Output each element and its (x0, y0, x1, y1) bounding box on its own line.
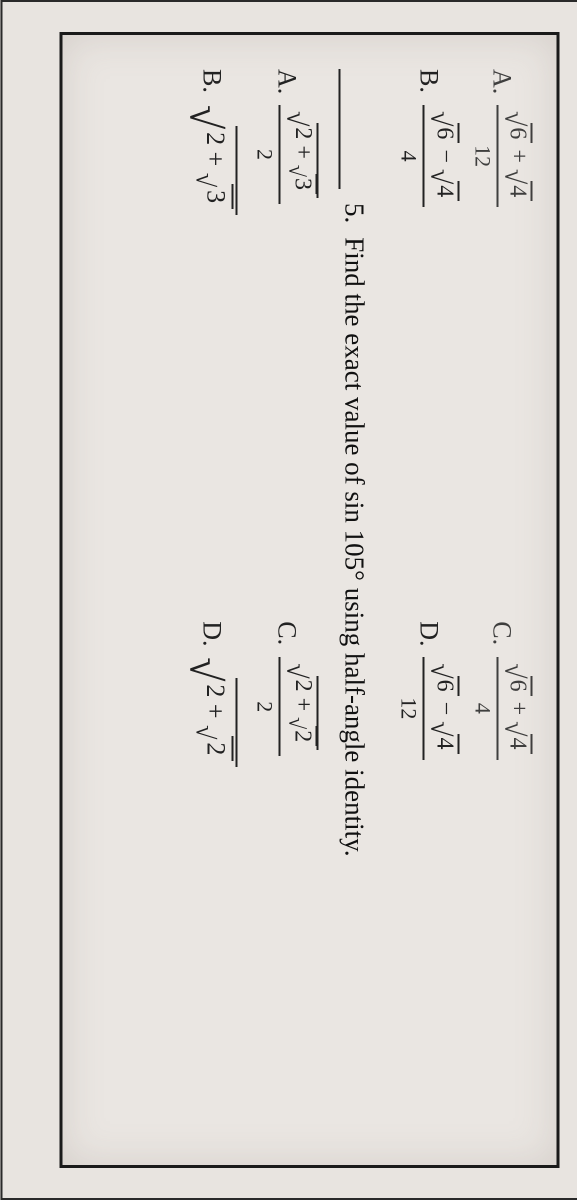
q4-option-b: B. √ 6 − √ 4 (397, 69, 458, 579)
worksheet-page: A. √ 6 + √ 4 (0, 0, 577, 1200)
inner-sqrt: √ 2 (192, 725, 233, 761)
inner-sqrt: √ 3 (286, 165, 316, 194)
fraction: √ 2 + √ 3 (253, 105, 318, 204)
q4-option-a: A. √ 6 + √ 4 (471, 69, 532, 579)
sqrt: √ 4 (501, 169, 532, 201)
sqrt: √ 2 + √ 2 (283, 663, 318, 750)
q5-option-d: D. √ 2 + √ 2 (184, 621, 237, 1131)
q5-prompt: 5. Find the exact value of sin 105° usin… (338, 69, 369, 1131)
inner-sqrt: √ 2 (286, 717, 316, 746)
answer-blank[interactable] (338, 69, 364, 189)
sqrt: √ 4 (427, 169, 458, 201)
option-label: D. (196, 621, 226, 649)
sqrt: √ 2 + √ 3 (184, 105, 237, 215)
q4-options-row1: A. √ 6 + √ 4 (465, 69, 538, 1131)
option-label: A. (486, 69, 516, 97)
q5-option-a: A. √ 2 + √ 3 (253, 69, 318, 579)
q5-option-b: B. √ 2 + √ 3 (184, 69, 237, 579)
q5-text: Find the exact value of sin 105° using h… (338, 237, 369, 856)
q5-number: 5. (338, 203, 369, 223)
option-label: C. (271, 621, 301, 649)
q4-option-c: C. √ 6 + √ 4 (471, 621, 532, 1131)
sqrt: √ 6 (501, 111, 532, 143)
q5-option-c: C. √ 2 + √ 2 (253, 621, 318, 1131)
option-label: A. (271, 69, 301, 97)
fraction: √ 6 − √ 4 4 (397, 105, 458, 207)
q4-option-d: D. √ 6 − √ 4 (397, 621, 458, 1131)
content-box: A. √ 6 + √ 4 (59, 32, 559, 1168)
q4-options-row2: B. √ 6 − √ 4 (391, 69, 464, 1131)
sqrt: √ 6 (427, 111, 458, 143)
option-label: C. (486, 621, 516, 649)
sqrt: √ 6 (427, 663, 458, 695)
sqrt: √ 6 (501, 663, 532, 695)
option-label: D. (413, 621, 443, 649)
inner-sqrt: √ 3 (192, 173, 233, 209)
option-label: B. (413, 69, 443, 97)
fraction: √ 2 + √ 2 (253, 657, 318, 756)
fraction: √ 6 − √ 4 12 (397, 657, 458, 759)
fraction: √ 6 + √ 4 4 (471, 657, 532, 759)
sqrt: √ 4 (427, 721, 458, 753)
fraction: √ 6 + √ 4 12 (471, 105, 532, 207)
sqrt: √ 2 + √ 2 (184, 657, 237, 767)
q5-options-row2: B. √ 2 + √ 3 (178, 69, 243, 1131)
q5-options-row1: A. √ 2 + √ 3 (247, 69, 324, 1131)
option-label: B. (196, 69, 226, 97)
sqrt: √ 4 (501, 721, 532, 753)
sqrt: √ 2 + √ 3 (283, 111, 318, 198)
